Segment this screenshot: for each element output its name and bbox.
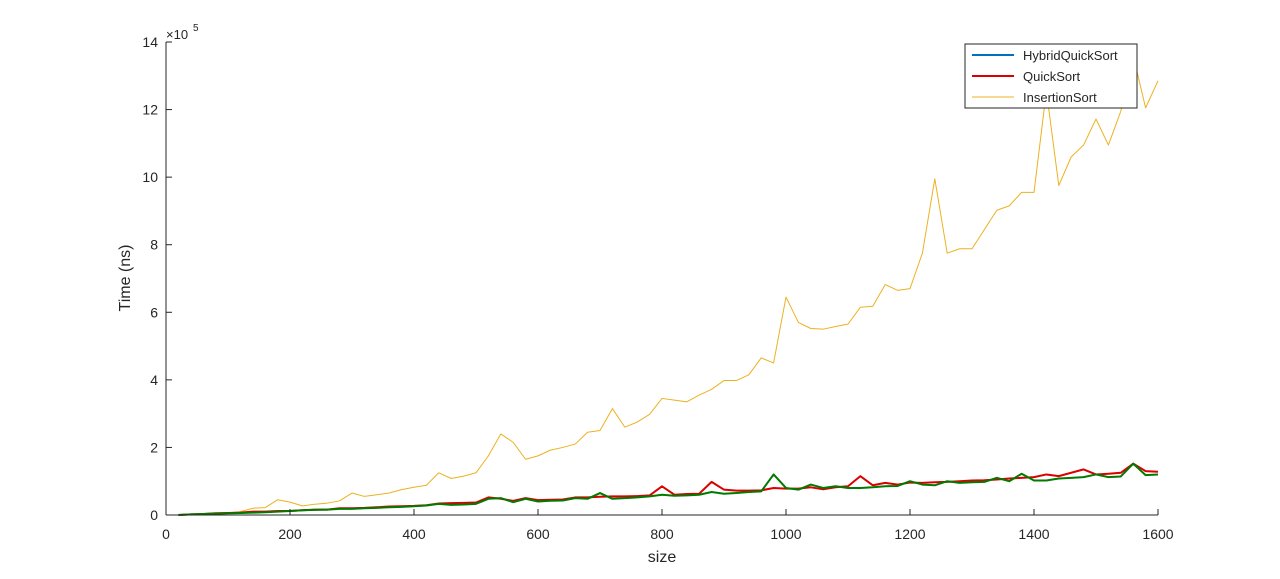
x-ticks: 0 200 400 600 800 1000 1200 1400 1600: [162, 509, 1174, 542]
x-tick-label: 200: [278, 526, 302, 542]
x-tick-label: 1000: [770, 526, 801, 542]
x-tick-label: 1200: [894, 526, 925, 542]
y-tick-label: 14: [142, 34, 158, 50]
y-tick-label: 10: [142, 169, 158, 185]
y-tick-label: 6: [150, 304, 158, 320]
legend: HybridQuickSort QuickSort InsertionSort: [964, 43, 1138, 109]
plot-background: [166, 42, 1158, 515]
x-tick-label: 0: [162, 526, 170, 542]
x-tick-label: 400: [402, 526, 426, 542]
x-tick-label: 1600: [1142, 526, 1173, 542]
y-tick-label: 2: [150, 439, 158, 455]
x-tick-label: 800: [650, 526, 674, 542]
y-exponent: ×10 5: [166, 23, 199, 42]
y-ticks: 0 2 4 6 8 10 12 14: [142, 34, 172, 523]
x-tick-label: 1400: [1018, 526, 1049, 542]
y-tick-label: 12: [142, 102, 158, 118]
series-layer: [178, 55, 1159, 516]
y-tick-label: 4: [150, 372, 158, 388]
y-axis-label: Time (ns): [117, 245, 134, 312]
legend-label: HybridQuickSort: [1023, 48, 1118, 63]
legend-label: QuickSort: [1023, 69, 1080, 84]
x-tick-label: 600: [526, 526, 550, 542]
y-tick-label: 0: [150, 507, 158, 523]
y-exponent-base: ×10: [166, 27, 188, 42]
legend-items: HybridQuickSort QuickSort InsertionSort: [972, 48, 1118, 105]
series-line-hybridquicksort: [178, 462, 1159, 516]
plot-area: [166, 42, 1158, 515]
legend-label: InsertionSort: [1023, 90, 1097, 105]
x-axis-label: size: [648, 549, 677, 566]
series-line-insertionsort: [178, 55, 1159, 516]
y-tick-label: 8: [150, 237, 158, 253]
y-exponent-power: 5: [193, 23, 199, 34]
